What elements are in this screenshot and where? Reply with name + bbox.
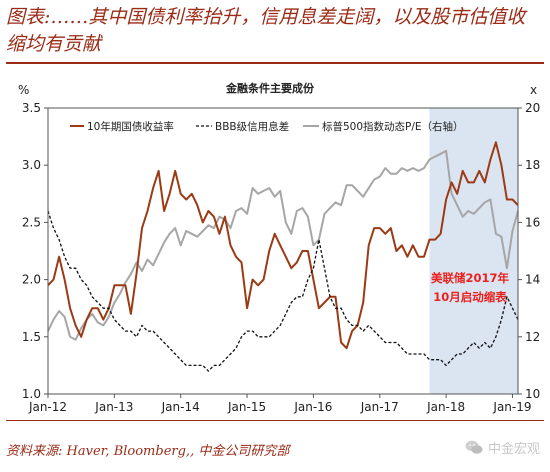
right-axis-unit-label: x — [530, 83, 537, 97]
right-tick-label: 20 — [525, 101, 540, 115]
annotation-line-1: 美联储2017年 — [431, 271, 510, 285]
series-line-bbb-spread — [47, 210, 519, 372]
x-tick-label: Jan-16 — [293, 400, 332, 414]
figure-title: 图表:……其中国债利率抬升，信用息差走阔，以及股市估值收缩均有贡献 — [6, 6, 526, 55]
source-note: 资料来源: Haver, Bloomberg,, 中金公司研究部 — [6, 444, 290, 459]
chart: 1.0 1.5 2.0 2.5 3.0 3.5 10 12 14 16 18 20 Jan-12 Jan-… — [18, 81, 540, 414]
right-tick-label: 18 — [525, 158, 540, 172]
title-divider — [6, 62, 544, 64]
left-tick-label: 1.0 — [22, 387, 41, 401]
x-tick-label: Jan-12 — [28, 400, 67, 414]
wechat-icon — [465, 440, 483, 454]
x-tick-label: Jan-14 — [161, 400, 200, 414]
left-tick-label: 2.0 — [22, 273, 41, 287]
right-tick-label: 10 — [525, 387, 540, 401]
chart-title: 金融条件主要成份 — [225, 81, 315, 95]
right-tick-label: 14 — [525, 273, 540, 287]
left-tick-label: 2.5 — [22, 215, 41, 229]
watermark: 中金宏观 — [465, 438, 540, 457]
ticks-layer: 1.0 1.5 2.0 2.5 3.0 3.5 10 12 14 16 18 20 Jan-12 Jan-… — [22, 101, 540, 414]
annotation-line-2: 10月启动缩表 — [433, 290, 507, 304]
x-tick-label: Jan-15 — [227, 400, 266, 414]
legend-label-bbb-spread: BBB级信用息差 — [215, 120, 289, 133]
left-axis-unit-label: % — [18, 83, 29, 97]
series-line-sp500-pe — [47, 149, 519, 341]
series-layer — [47, 141, 519, 372]
right-tick-label: 12 — [525, 330, 540, 344]
x-tick-label: Jan-17 — [360, 400, 399, 414]
left-tick-label: 1.5 — [22, 330, 41, 344]
source-divider — [6, 420, 544, 421]
left-tick-label: 3.0 — [22, 158, 41, 172]
right-tick-label: 16 — [525, 215, 540, 229]
watermark-text: 中金宏观 — [487, 442, 540, 457]
x-tick-label: Jan-18 — [426, 400, 465, 414]
x-tick-label: Jan-19 — [492, 400, 531, 414]
series-line-treasury-yield — [47, 141, 519, 350]
left-tick-label: 3.5 — [22, 101, 41, 115]
legend: 10年期国债收益率 BBB级信用息差 标普500指数动态P/E（右轴） — [70, 120, 464, 133]
x-tick-label: Jan-13 — [94, 400, 133, 414]
legend-label-sp500-pe: 标普500指数动态P/E（右轴） — [322, 120, 464, 133]
legend-label-treasury: 10年期国债收益率 — [87, 120, 174, 133]
